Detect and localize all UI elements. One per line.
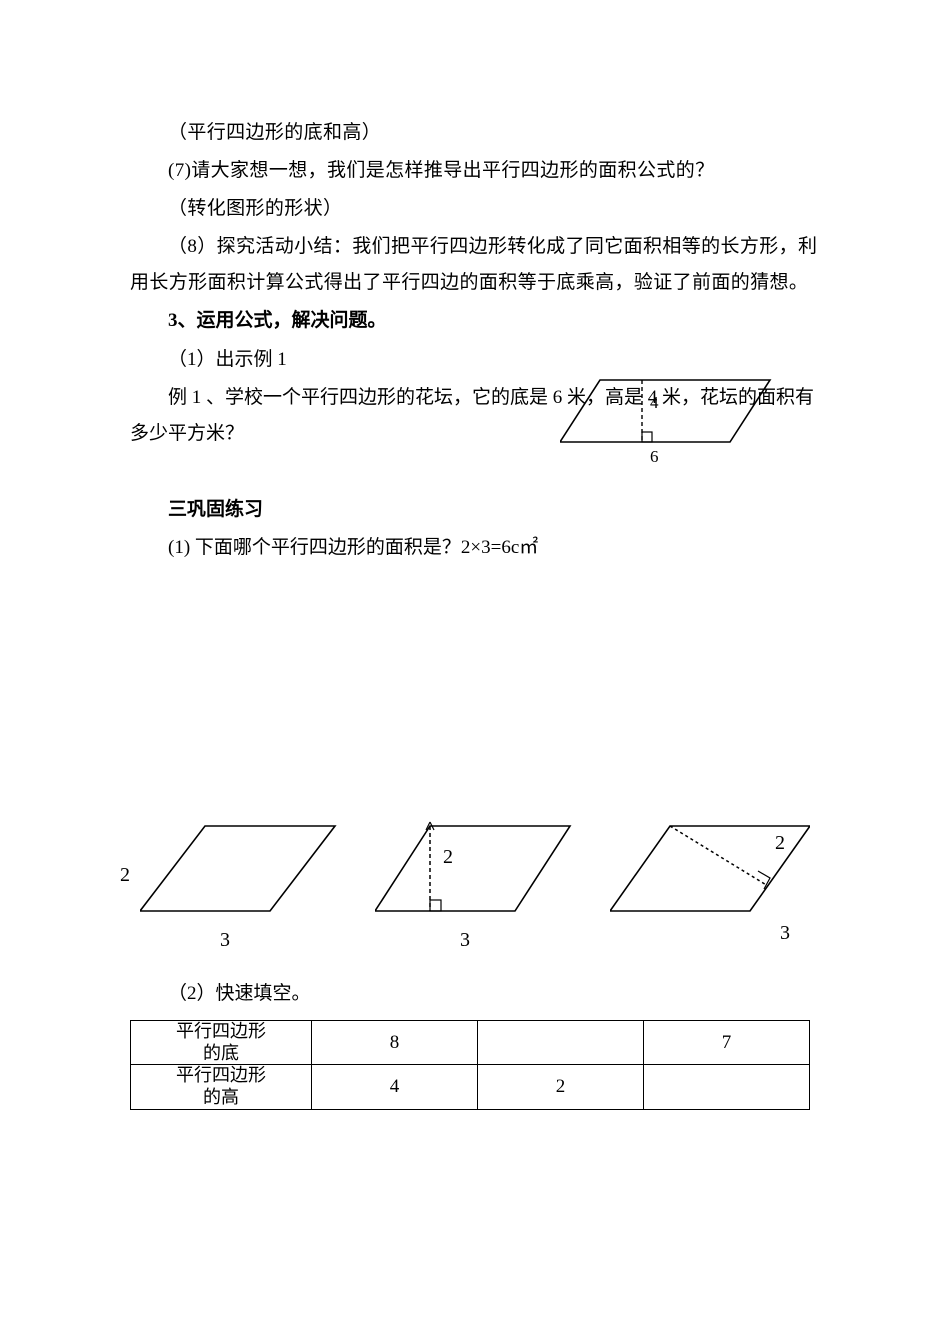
table-row: 平行四边形的底 8 7 <box>131 1021 810 1065</box>
shape-1: 2 3 <box>140 816 340 946</box>
table-row: 平行四边形的高 4 2 <box>131 1065 810 1109</box>
row-header-height: 平行四边形的高 <box>131 1065 312 1109</box>
shape-1-svg <box>140 816 340 926</box>
shape-2: 2 3 <box>375 816 575 946</box>
shape-3-diag-label: 2 <box>775 824 785 862</box>
text-line-3: （转化图形的形状） <box>130 191 820 227</box>
cell-base-2 <box>478 1021 644 1065</box>
cell-base-3: 7 <box>644 1021 810 1065</box>
row-header-base-text: 平行四边形的底 <box>131 1021 311 1064</box>
fill-table: 平行四边形的底 8 7 平行四边形的高 4 2 <box>130 1020 810 1109</box>
three-parallelograms: 2 3 2 3 2 3 <box>130 816 820 946</box>
example-parallelogram-svg: 4 6 <box>560 370 780 470</box>
page: （平行四边形的底和高） (7)请大家想一想，我们是怎样推导出平行四边形的面积公式… <box>0 0 950 1344</box>
question-1-text: (1) 下面哪个平行四边形的面积是？2×3=6c㎡ <box>130 530 820 566</box>
section-3-heading: 3、运用公式，解决问题。 <box>130 303 820 339</box>
shape-2-height-label: 2 <box>443 838 453 876</box>
shape-1-side-label: 2 <box>120 856 130 894</box>
row-header-base: 平行四边形的底 <box>131 1021 312 1065</box>
shape-1-base-label: 3 <box>220 921 230 959</box>
shape-3-base-label: 3 <box>780 914 790 952</box>
text-line-4: （8）探究活动小结：我们把平行四边形转化成了同它面积相等的长方形，利用长方形面积… <box>130 229 820 301</box>
question-2-text: （2）快速填空。 <box>130 976 820 1012</box>
cell-height-3 <box>644 1065 810 1109</box>
example-base-label: 6 <box>650 447 659 466</box>
shape-3: 2 3 <box>610 816 810 946</box>
example-height-label: 4 <box>650 393 659 412</box>
example-1-block: 例 1 、学校一个平行四边形的花坛，它的底是 6 米，高是 4 米，花坛的面积有… <box>130 380 820 452</box>
cell-base-1: 8 <box>312 1021 478 1065</box>
example-parallelogram: 4 6 <box>560 370 780 460</box>
text-line-2: (7)请大家想一想，我们是怎样推导出平行四边形的面积公式的？ <box>130 153 820 189</box>
cell-height-1: 4 <box>312 1065 478 1109</box>
row-header-height-text: 平行四边形的高 <box>131 1065 311 1108</box>
shape-2-base-label: 3 <box>460 921 470 959</box>
shape-2-svg <box>375 816 575 926</box>
section-consolidate-heading: 三巩固练习 <box>130 492 820 528</box>
cell-height-2: 2 <box>478 1065 644 1109</box>
text-line-1: （平行四边形的底和高） <box>130 115 820 151</box>
